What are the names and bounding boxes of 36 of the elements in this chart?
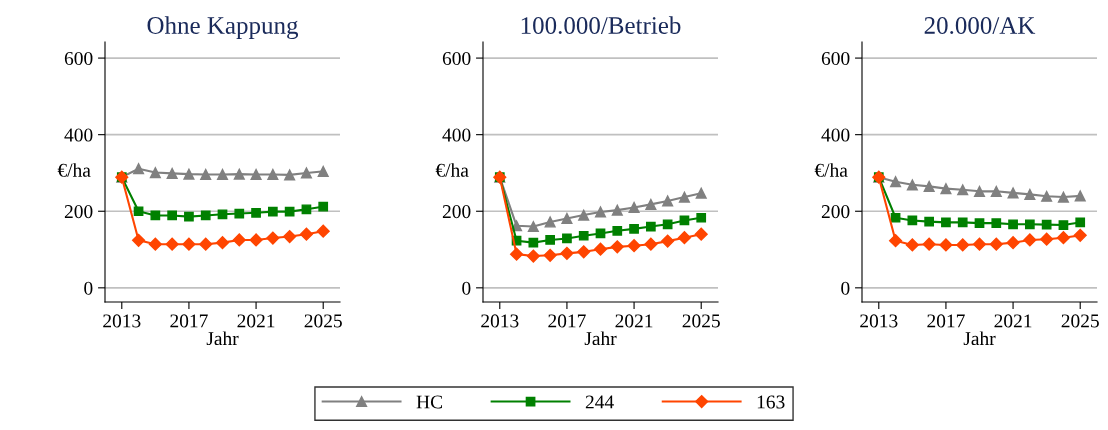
y-tick-label: 400	[442, 128, 471, 142]
y-tick-label: 600	[442, 51, 471, 66]
legend-label: 244	[585, 395, 614, 409]
y-tick-label: 200	[64, 205, 93, 219]
y-tick-label: 400	[821, 128, 850, 142]
x-tick-label: 2025	[304, 314, 342, 328]
x-tick-label: 2013	[481, 314, 519, 328]
x-tick-label: 2021	[994, 314, 1032, 328]
x-tick-label: 2017	[548, 314, 586, 328]
legend-label: HC	[416, 395, 442, 409]
y-tick-label: 0	[84, 281, 93, 295]
y-tick-label: 200	[821, 205, 850, 219]
x-axis-title: Jahr	[206, 331, 239, 346]
chart-title: 100.000/Betrieb	[521, 16, 681, 35]
y-tick-label: 200	[442, 205, 471, 219]
x-tick-label: 2021	[237, 314, 275, 328]
y-axis-title: €/ha	[57, 163, 91, 177]
x-tick-label: 2017	[927, 314, 965, 328]
x-tick-label: 2013	[103, 314, 141, 328]
x-axis-title: Jahr	[963, 331, 996, 346]
x-tick-label: 2013	[860, 314, 898, 328]
y-tick-label: 600	[64, 51, 93, 66]
y-tick-label: 0	[462, 281, 471, 295]
y-tick-label: 400	[64, 128, 93, 142]
x-tick-label: 2021	[615, 314, 653, 328]
y-tick-label: 0	[841, 281, 850, 295]
x-tick-label: 2025	[682, 314, 720, 328]
chart-title: 20.000/AK	[924, 17, 1036, 35]
y-axis-title: €/ha	[814, 163, 848, 177]
legend-label: 163	[757, 395, 785, 409]
y-axis-title: €/ha	[435, 163, 469, 177]
y-tick-label: 600	[821, 51, 850, 66]
chart-title: Ohne Kappung	[147, 16, 299, 40]
x-tick-label: 2017	[170, 314, 208, 328]
x-axis-title: Jahr	[584, 331, 617, 346]
x-tick-label: 2025	[1061, 314, 1099, 328]
